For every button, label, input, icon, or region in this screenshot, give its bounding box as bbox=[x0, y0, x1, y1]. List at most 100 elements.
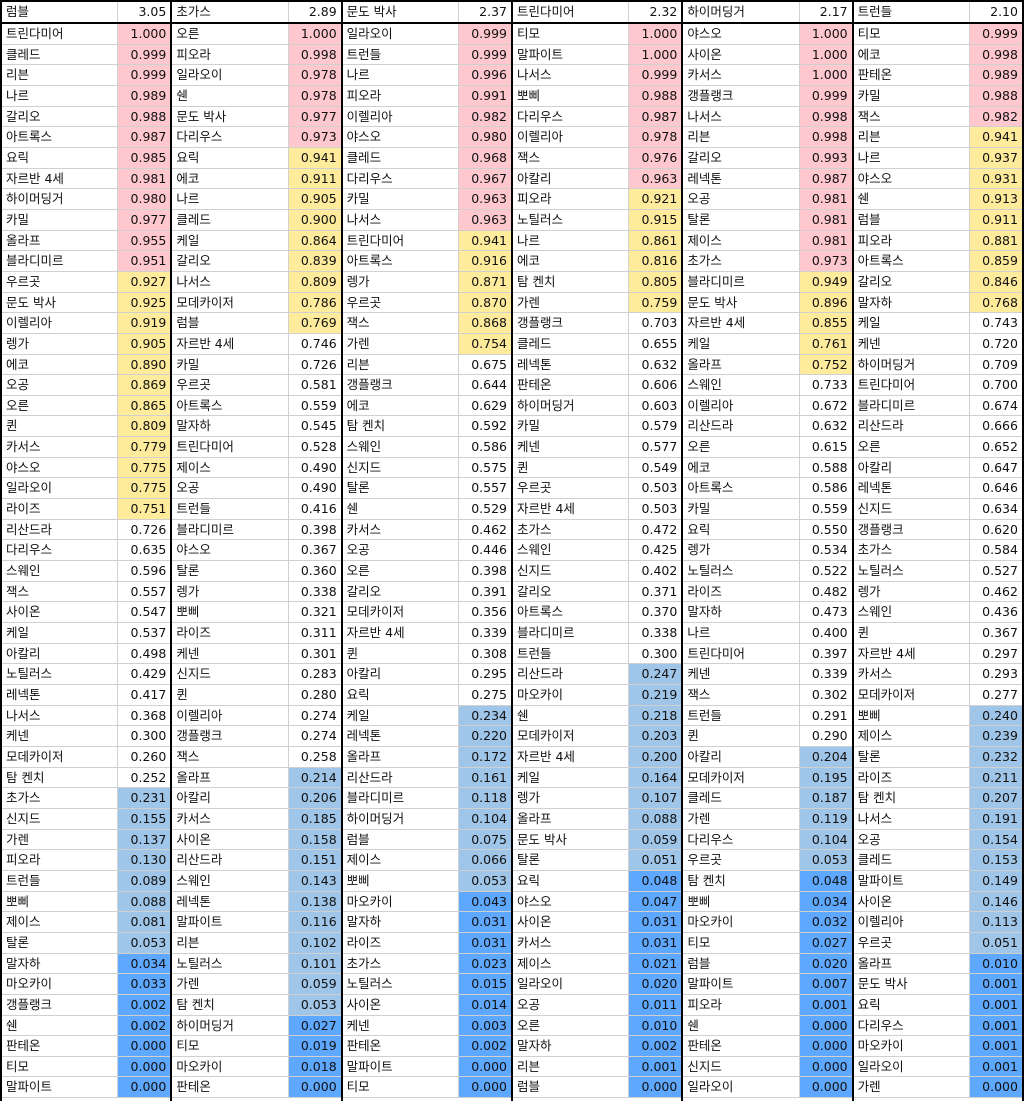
table-row: 클레드 0.999 bbox=[2, 44, 171, 66]
table-row: 노틸러스 0.915 bbox=[512, 209, 682, 231]
table-row: 말자하 0.473 bbox=[683, 602, 852, 624]
champion-name: 나르 bbox=[172, 189, 289, 209]
matchup-value: 0.051 bbox=[629, 850, 682, 870]
table-row: 리븐 0.001 bbox=[512, 1056, 682, 1078]
matchup-value: 0.998 bbox=[288, 44, 341, 65]
champion-name: 다리우스 bbox=[513, 106, 630, 127]
champion-name: 갈리오 bbox=[683, 147, 800, 168]
table-row: 오른 1.000 bbox=[172, 24, 341, 45]
table-row: 쉔 0.978 bbox=[172, 85, 341, 107]
matchup-value: 0.211 bbox=[969, 767, 1022, 788]
table-row: 블라디미르 0.949 bbox=[683, 271, 852, 293]
champion-name: 나서스 bbox=[513, 65, 630, 85]
table-row: 말파이트 0.007 bbox=[683, 974, 852, 995]
table-row: 갈리오 0.993 bbox=[683, 147, 852, 169]
champion-name: 잭스 bbox=[854, 106, 970, 127]
table-row: 노틸러스 0.527 bbox=[853, 561, 1022, 582]
champion-name: 나르 bbox=[513, 230, 630, 251]
matchup-value: 1.000 bbox=[629, 44, 682, 65]
table-row: 문도 박사 0.925 bbox=[2, 292, 171, 314]
table-row: 스웨인 0.425 bbox=[512, 540, 682, 562]
champion-name: 나서스 bbox=[2, 705, 119, 726]
table-row: 오른 0.010 bbox=[512, 1015, 682, 1037]
matchup-value: 0.015 bbox=[458, 974, 511, 994]
matchup-value: 0.905 bbox=[288, 189, 341, 209]
table-row: 말파이트 0.116 bbox=[172, 912, 341, 933]
table-row: 말자하 0.002 bbox=[512, 1036, 682, 1057]
matchup-value: 0.839 bbox=[288, 251, 341, 271]
matchup-value: 0.999 bbox=[629, 65, 682, 85]
matchup-value: 0.400 bbox=[811, 625, 848, 641]
champion-name: 카서스 bbox=[513, 932, 630, 953]
table-row: 나서스 0.998 bbox=[683, 106, 852, 128]
champion-name: 케일 bbox=[854, 313, 970, 333]
table-row: 제이스 0.081 bbox=[2, 912, 171, 933]
champion-name: 탈론 bbox=[513, 850, 630, 870]
table-row: 우르곳 0.053 bbox=[683, 850, 852, 871]
table-row: 뽀삐 0.053 bbox=[342, 870, 511, 892]
column-group: 문도 박사 2.37 일라오이 0.999 트런들 0.999 나르 0.996 피오라 0.99… bbox=[340, 2, 511, 1101]
matchup-value: 0.871 bbox=[458, 271, 511, 292]
champion-name: 신지드 bbox=[2, 808, 119, 829]
matchup-value: 0.615 bbox=[811, 439, 848, 455]
table-row: 렝가 0.871 bbox=[342, 271, 511, 293]
matchup-value: 0.101 bbox=[288, 953, 341, 974]
table-row: 이렐리아 0.274 bbox=[172, 705, 341, 727]
matchup-value: 0.577 bbox=[641, 439, 678, 455]
matchup-value: 0.207 bbox=[969, 788, 1022, 808]
matchup-value: 0.768 bbox=[969, 292, 1022, 313]
champion-name: 신지드 bbox=[172, 664, 289, 684]
matchup-value: 0.733 bbox=[811, 377, 848, 393]
table-row: 마오카이 0.043 bbox=[342, 891, 511, 913]
champion-name: 말자하 bbox=[513, 1036, 630, 1056]
matchup-value: 0.001 bbox=[969, 974, 1022, 994]
table-row: 나르 0.989 bbox=[2, 85, 171, 107]
matchup-value: 0.559 bbox=[300, 397, 337, 413]
matchup-value: 0.002 bbox=[458, 1036, 511, 1056]
matchup-value: 0.998 bbox=[799, 127, 852, 147]
matchup-value: 0.592 bbox=[471, 418, 507, 434]
matchup-value: 0.769 bbox=[288, 313, 341, 333]
matchup-value: 0.000 bbox=[118, 1036, 171, 1056]
champion-name: 케넨 bbox=[172, 643, 289, 664]
matchup-value: 0.220 bbox=[458, 726, 511, 746]
matchup-value: 0.999 bbox=[458, 24, 511, 44]
matchup-value: 0.779 bbox=[118, 437, 171, 457]
table-row: 피오라 0.991 bbox=[342, 85, 511, 107]
champion-name: 레넥톤 bbox=[2, 685, 119, 705]
champion-name: 탈론 bbox=[172, 561, 289, 581]
champion-name: 클레드 bbox=[172, 209, 289, 230]
matchup-value: 0.019 bbox=[288, 1036, 341, 1056]
champion-name: 레넥톤 bbox=[172, 891, 289, 912]
champion-name: 갈리오 bbox=[343, 581, 459, 602]
matchup-value: 0.020 bbox=[629, 974, 682, 994]
table-row: 요릭 0.550 bbox=[683, 519, 852, 541]
matchup-value: 0.001 bbox=[969, 994, 1022, 1015]
matchup-value: 0.018 bbox=[288, 1056, 341, 1077]
matchup-value: 0.001 bbox=[969, 1015, 1022, 1036]
table-row: 올라프 0.752 bbox=[683, 354, 852, 376]
table-row: 탈론 0.232 bbox=[853, 746, 1022, 768]
champion-name: 스웨인 bbox=[683, 375, 800, 395]
champion-name: 일라오이 bbox=[2, 478, 119, 499]
champion-name: 오공 bbox=[854, 829, 970, 850]
champion-name: 리븐 bbox=[2, 65, 119, 85]
matchup-value: 0.703 bbox=[641, 315, 678, 331]
matchup-value: 1.000 bbox=[118, 24, 171, 44]
table-row: 일라오이 0.775 bbox=[2, 478, 171, 500]
matchup-value: 0.869 bbox=[118, 375, 171, 395]
table-row: 쉔 0.218 bbox=[512, 705, 682, 727]
table-row: 올라프 0.088 bbox=[512, 808, 682, 830]
champion-name: 피오라 bbox=[2, 850, 119, 870]
champion-name: 리산드라 bbox=[854, 416, 970, 437]
table-row: 퀸 0.290 bbox=[683, 726, 852, 747]
champion-name: 나서스 bbox=[854, 808, 970, 829]
table-row: 리산드라 0.161 bbox=[342, 767, 511, 789]
matchup-value: 0.905 bbox=[118, 333, 171, 354]
table-row: 퀸 0.308 bbox=[342, 643, 511, 665]
champion-name: 오른 bbox=[513, 1015, 630, 1036]
matchup-value: 0.941 bbox=[458, 230, 511, 251]
matchup-value: 0.999 bbox=[118, 44, 171, 65]
table-row: 문도 박사 0.896 bbox=[683, 292, 852, 314]
matchup-value: 0.367 bbox=[300, 542, 337, 558]
